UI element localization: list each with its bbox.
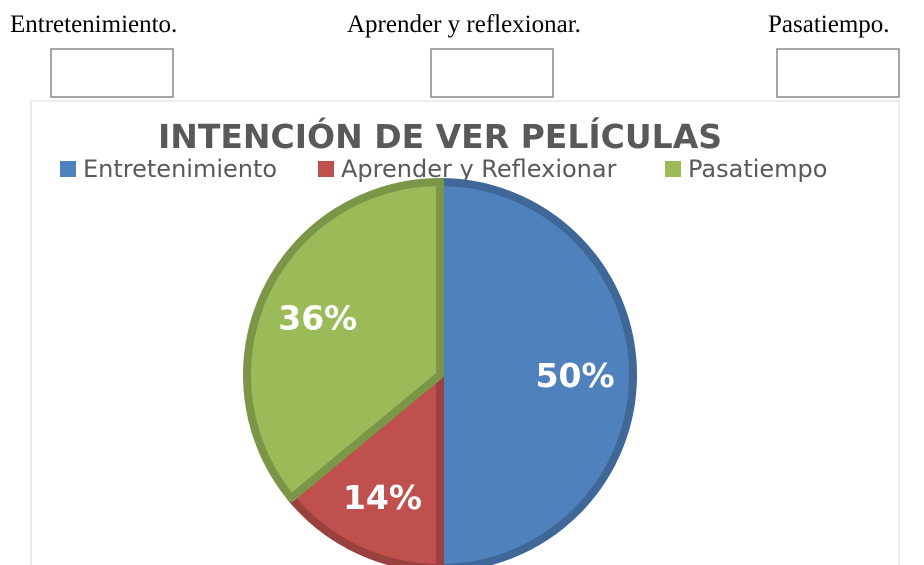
- pie: 50% 14% 36%: [243, 178, 637, 565]
- input-box: [430, 48, 554, 98]
- legend: Entretenimiento Aprender y Reflexionar Pas…: [60, 155, 827, 183]
- header-label: Entretenimiento.: [10, 11, 177, 38]
- legend-label: Aprender y Reflexionar: [341, 155, 617, 183]
- header-label: Pasatiempo.: [768, 11, 890, 38]
- legend-label: Entretenimiento: [83, 155, 277, 183]
- legend-swatch: [318, 161, 334, 177]
- input-box: [50, 48, 174, 98]
- pie-slice: [287, 371, 444, 565]
- pie-slice: [436, 178, 637, 565]
- data-label: 50%: [536, 356, 615, 395]
- chart-title: INTENCIÓN DE VER PELÍCULAS: [158, 116, 722, 156]
- data-label: 36%: [278, 298, 357, 337]
- input-box: [776, 48, 900, 98]
- header-label: Aprender y reflexionar.: [347, 11, 581, 38]
- data-label: 14%: [343, 478, 422, 517]
- pie-slice: [243, 178, 444, 503]
- legend-swatch: [665, 161, 681, 177]
- legend-swatch: [60, 161, 76, 177]
- legend-label: Pasatiempo: [688, 155, 827, 183]
